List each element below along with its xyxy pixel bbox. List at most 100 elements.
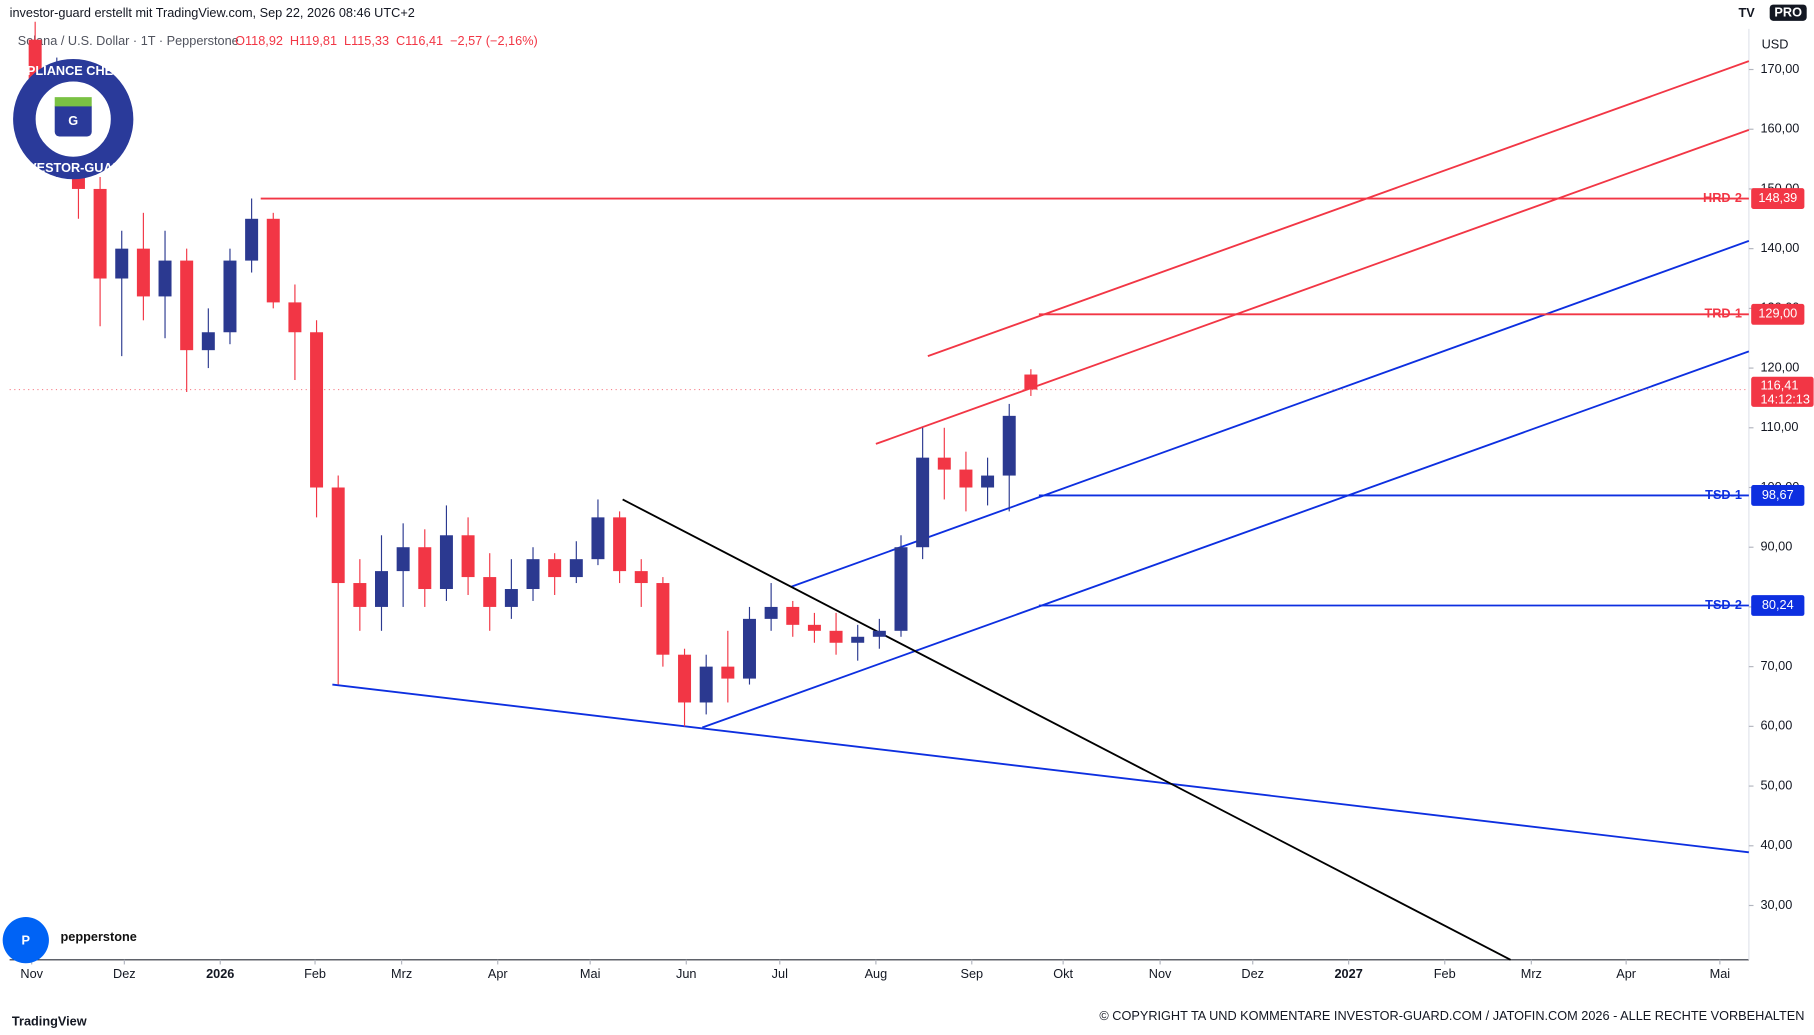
candle-body	[1002, 415, 1016, 476]
last-price-label: 116,41	[1760, 377, 1798, 392]
logo-mark: TV	[1738, 5, 1755, 20]
ohlc-value: C116,41	[396, 33, 443, 48]
x-tick-label: Mai	[580, 966, 601, 981]
y-tick-label: 40,00	[1760, 837, 1792, 852]
y-tick-label: 170,00	[1760, 61, 1799, 76]
trendline	[332, 683, 1749, 854]
candle-body	[136, 248, 150, 297]
candle-body	[916, 457, 930, 548]
candle-body	[93, 188, 107, 279]
x-tick-label: Nov	[1149, 966, 1172, 981]
level-name: HRD-2	[1703, 190, 1742, 205]
pro-logo: TV PRO	[1738, 4, 1807, 21]
last-price-countdown: 14:12:13	[1760, 391, 1810, 406]
candle-body	[764, 606, 778, 619]
x-tick-label: Jun	[676, 966, 697, 981]
x-tick-label: Apr	[1616, 966, 1637, 981]
x-tick-label: Aug	[865, 966, 888, 981]
candle-body	[786, 606, 800, 625]
seal-shield	[54, 101, 92, 137]
x-tick-label: Feb	[304, 966, 326, 981]
y-tick-label: 110,00	[1760, 419, 1798, 434]
seal-bottom: INVESTOR-GUARD	[15, 160, 131, 175]
y-tick-label: 50,00	[1760, 777, 1792, 792]
y-tick-label: 60,00	[1760, 718, 1792, 733]
candle-body	[310, 332, 324, 488]
candle-body	[396, 547, 410, 572]
y-tick-label: 30,00	[1760, 897, 1792, 912]
credit: investor-guard erstellt mit TradingView.…	[10, 5, 415, 20]
candle-body	[245, 218, 259, 261]
candle-body	[656, 583, 670, 655]
level-badge-label: 148,39	[1758, 190, 1797, 205]
candle-body	[959, 469, 973, 488]
broker-icon	[2, 917, 49, 964]
x-tick-label: Feb	[1434, 966, 1456, 981]
x-tick-label: Mrz	[391, 966, 412, 981]
candle-body	[526, 559, 540, 590]
ohlc-value: L115,33	[344, 33, 389, 48]
last-price-badge	[1751, 376, 1814, 407]
candle-body	[591, 517, 605, 560]
candle-body	[1024, 374, 1038, 390]
trendline	[701, 350, 1750, 729]
candle-body	[439, 535, 453, 590]
footer-brand: TradingView	[12, 1014, 87, 1029]
candle-body	[807, 624, 821, 631]
trendline	[875, 128, 1750, 445]
candle-body	[699, 666, 713, 703]
level-name: TSD-1	[1705, 487, 1742, 502]
candle-body	[201, 332, 215, 351]
pro-badge: PRO	[1774, 5, 1802, 20]
seal: G COMPLIANCE CHECKED INVESTOR-GUARD	[0, 58, 149, 180]
x-tick-label: Mrz	[1521, 966, 1542, 981]
candle-body	[548, 559, 562, 578]
seal-top: COMPLIANCE CHECKED	[0, 63, 149, 78]
candle-body	[375, 571, 388, 607]
x-tick-label: Dez	[1241, 966, 1264, 981]
trendline	[622, 498, 1511, 961]
candle-body	[634, 571, 648, 584]
ohlc-value: −2,57 (−2,16%)	[450, 33, 538, 48]
y-tick-label: 70,00	[1760, 658, 1792, 673]
candle-body	[180, 260, 194, 351]
level-badge	[1751, 485, 1805, 506]
trendline	[927, 60, 1750, 358]
y-tick-label: 120,00	[1760, 359, 1799, 374]
candle-body	[353, 583, 367, 607]
candle-body	[678, 654, 692, 703]
candle-body	[872, 630, 886, 637]
candle-body	[613, 517, 627, 572]
candle-body	[223, 260, 237, 333]
candle-body	[418, 547, 432, 590]
trendline	[791, 240, 1750, 588]
candle-body	[742, 618, 756, 679]
pro-box	[1769, 4, 1807, 21]
candle-body	[851, 636, 865, 643]
candle-body	[829, 630, 843, 643]
level-badge-label: 129,00	[1758, 306, 1797, 321]
candle-body	[504, 589, 518, 607]
candle-body	[331, 487, 345, 584]
x-tick-label: Okt	[1053, 966, 1073, 981]
y-tick-label: 90,00	[1760, 539, 1792, 554]
plot: 30,0040,0050,0060,0070,0080,0090,00100,0…	[9, 21, 1814, 981]
x-tick-label: 2027	[1334, 966, 1362, 981]
ohlc-value: H119,81	[290, 33, 337, 48]
candle-body	[721, 666, 735, 679]
broker-name: pepperstone	[60, 929, 136, 944]
candle-body	[158, 260, 172, 297]
x-tick-label: Dez	[113, 966, 136, 981]
candle-body	[981, 475, 995, 488]
level-name: TRD-1	[1704, 306, 1741, 321]
x-tick-label: Jul	[772, 966, 788, 981]
y-tick-label: 140,00	[1760, 240, 1799, 255]
level-badge	[1751, 595, 1805, 616]
broker-logo: P pepperstone	[2, 917, 137, 964]
level-badge	[1751, 188, 1805, 209]
symbol: Solana / U.S. Dollar · 1T · Pepperstone	[18, 33, 239, 48]
ohlc-value: O118,92	[235, 33, 283, 48]
